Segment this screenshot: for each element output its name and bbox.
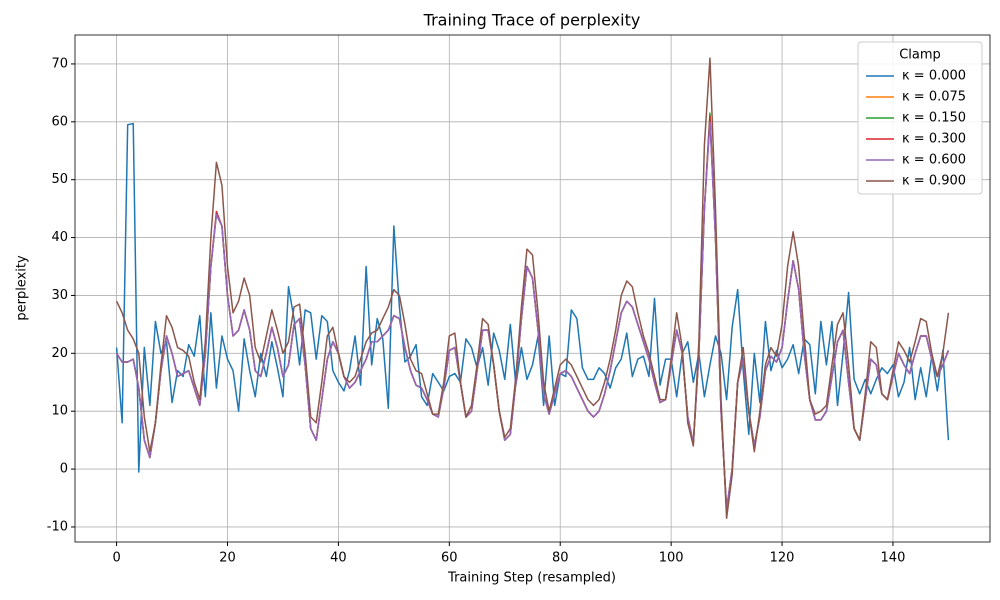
y-tick-label: 10 [51, 404, 68, 419]
x-tick-label: 140 [881, 551, 906, 566]
x-tick-label: 20 [219, 551, 236, 566]
legend-label: κ = 0.900 [902, 174, 966, 189]
y-tick-label: -10 [47, 519, 68, 534]
y-tick-label: 40 [51, 230, 68, 245]
y-tick-label: 20 [51, 346, 68, 361]
series-line [115, 57, 950, 520]
x-tick-label: 100 [659, 551, 684, 566]
legend-title: Clamp [899, 48, 941, 63]
y-tick-label: 50 [51, 172, 68, 187]
legend-label: κ = 0.300 [902, 132, 966, 147]
x-tick-label: 0 [112, 551, 120, 566]
legend-label: κ = 0.075 [902, 90, 966, 105]
y-tick-label: 70 [51, 56, 68, 71]
x-tick-label: 120 [770, 551, 795, 566]
x-axis-label: Training Step (resampled) [447, 571, 616, 586]
plot-frame [74, 34, 991, 543]
x-tick-label: 60 [441, 551, 458, 566]
legend-label: κ = 0.150 [902, 111, 966, 126]
y-tick-label: 30 [51, 288, 68, 303]
y-axis-label: perplexity [15, 255, 30, 321]
y-tick-label: 60 [51, 114, 68, 129]
chart-title: Training Trace of perplexity [423, 11, 641, 30]
x-tick-label: 40 [330, 551, 347, 566]
x-tick-label: 80 [552, 551, 569, 566]
y-tick-label: 0 [60, 462, 68, 477]
series-line [115, 122, 950, 473]
legend-label: κ = 0.000 [902, 69, 966, 84]
legend-label: κ = 0.600 [902, 153, 966, 168]
legend-box [857, 41, 983, 195]
